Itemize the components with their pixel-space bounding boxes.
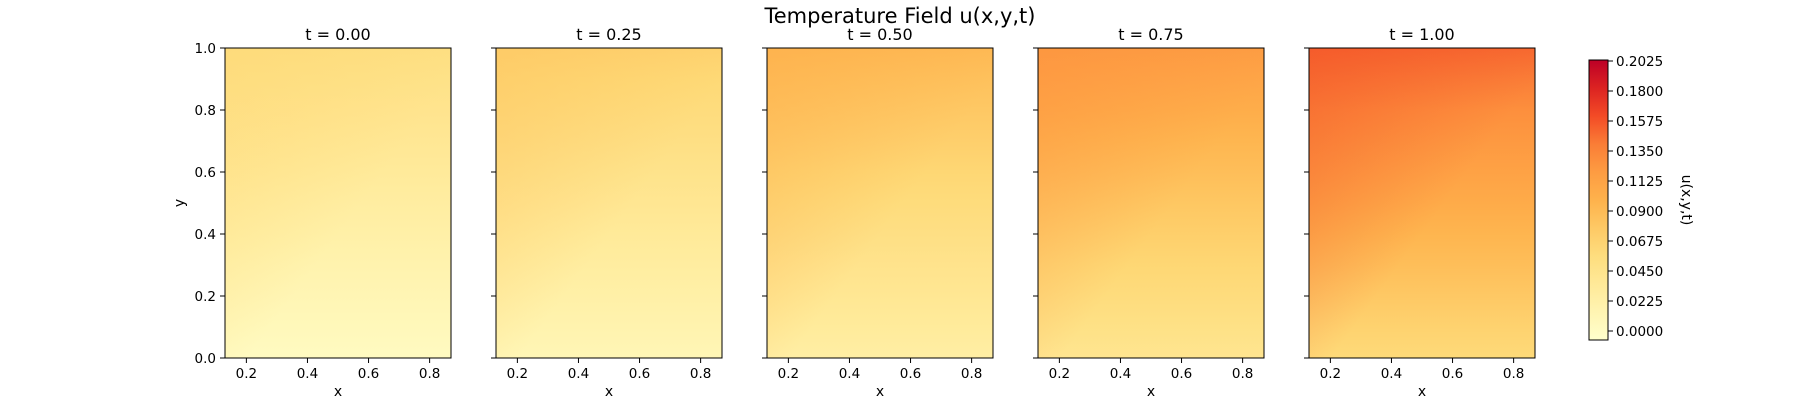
x-axis-label: x [1147, 384, 1155, 400]
y-tick-label: 0.6 [195, 165, 216, 181]
x-tick-label: 0.6 [1171, 366, 1192, 382]
x-tick-label: 0.6 [629, 366, 650, 382]
colorbar-tick-label: 0.1800 [1616, 84, 1663, 100]
panel-3: t = 0.75 0.2 0.4 0.6 0.8 x [1033, 25, 1265, 400]
colorbar-label: u(x,y,t) [1678, 175, 1694, 226]
panels: t = 0.00 0.2 0.4 0.6 0.8 x 0.0 0.2 0.4 0.6 0.8 1.0 y… [172, 25, 1536, 400]
y-tick-label: 0.0 [195, 351, 216, 367]
colorbar-tick-label: 0.0450 [1616, 264, 1663, 280]
x-axis-label: x [876, 384, 884, 400]
x-axis-label: x [334, 384, 342, 400]
x-axis-label: x [1418, 384, 1426, 400]
axes-frame [224, 47, 452, 359]
colorbar-tick-label: 0.1125 [1616, 174, 1663, 190]
x-tick-label: 0.4 [297, 366, 318, 382]
colorbar-tick-label: 0.2025 [1616, 54, 1663, 70]
x-tick-label: 0.6 [1442, 366, 1463, 382]
y-tick-label: 0.8 [195, 103, 216, 119]
x-tick-label: 0.8 [419, 366, 440, 382]
x-tick-label: 0.2 [778, 366, 799, 382]
x-tick-label: 0.4 [1381, 366, 1402, 382]
x-tick-label: 0.8 [961, 366, 982, 382]
x-tick-label: 0.4 [568, 366, 589, 382]
panel-1: t = 0.25 0.2 0.4 0.6 0.8 x [491, 25, 723, 400]
heatmap-overlay [767, 48, 993, 358]
x-tick-label: 0.8 [1503, 366, 1524, 382]
panel-4: t = 1.00 0.2 0.4 0.6 0.8 x [1304, 25, 1536, 400]
x-tick-label: 0.8 [1232, 366, 1253, 382]
colorbar-tick-label: 0.1350 [1616, 144, 1663, 160]
y-tick-label: 1.0 [195, 41, 216, 57]
panel-title: t = 0.00 [305, 25, 370, 44]
colorbar-tick-label: 0.0000 [1616, 324, 1663, 340]
colorbar-tick-label: 0.1575 [1616, 114, 1663, 130]
axes-frame [1308, 47, 1536, 359]
y-axis-label: y [172, 199, 188, 207]
panel-title: t = 0.25 [576, 25, 641, 44]
colorbar-tick-label: 0.0675 [1616, 234, 1663, 250]
panel-title: t = 0.75 [1118, 25, 1183, 44]
panel-title: t = 1.00 [1389, 25, 1454, 44]
colorbar-gradient [1588, 59, 1609, 341]
axes-frame [1037, 47, 1265, 359]
colorbar-tick-label: 0.0225 [1616, 294, 1663, 310]
heatmap-overlay [225, 48, 451, 358]
x-axis-label: x [605, 384, 613, 400]
panel-2: t = 0.50 0.2 0.4 0.6 0.8 x [762, 25, 994, 400]
x-tick-label: 0.2 [1049, 366, 1070, 382]
heatmap-overlay [1038, 48, 1264, 358]
colorbar-tick-label: 0.0900 [1616, 204, 1663, 220]
x-tick-label: 0.4 [839, 366, 860, 382]
figure-title: Temperature Field u(x,y,t) [764, 4, 1036, 28]
y-tick-label: 0.2 [195, 289, 216, 305]
x-tick-label: 0.2 [1320, 366, 1341, 382]
heatmap-overlay [496, 48, 722, 358]
axes-frame [495, 47, 723, 359]
x-tick-label: 0.2 [236, 366, 257, 382]
heatmap-overlay [1309, 48, 1535, 358]
x-tick-label: 0.2 [507, 366, 528, 382]
x-tick-label: 0.4 [1110, 366, 1131, 382]
y-tick-label: 0.4 [195, 227, 216, 243]
x-tick-label: 0.8 [690, 366, 711, 382]
colorbar: 0.0000 0.0225 0.0450 0.0675 0.0900 0.1125 0.13… [1588, 54, 1694, 341]
panel-0: t = 0.00 0.2 0.4 0.6 0.8 x 0.0 0.2 0.4 0.6 0.8 1.0 y [172, 25, 452, 400]
x-tick-label: 0.6 [900, 366, 921, 382]
axes-frame [766, 47, 994, 359]
panel-title: t = 0.50 [847, 25, 912, 44]
x-tick-label: 0.6 [358, 366, 379, 382]
